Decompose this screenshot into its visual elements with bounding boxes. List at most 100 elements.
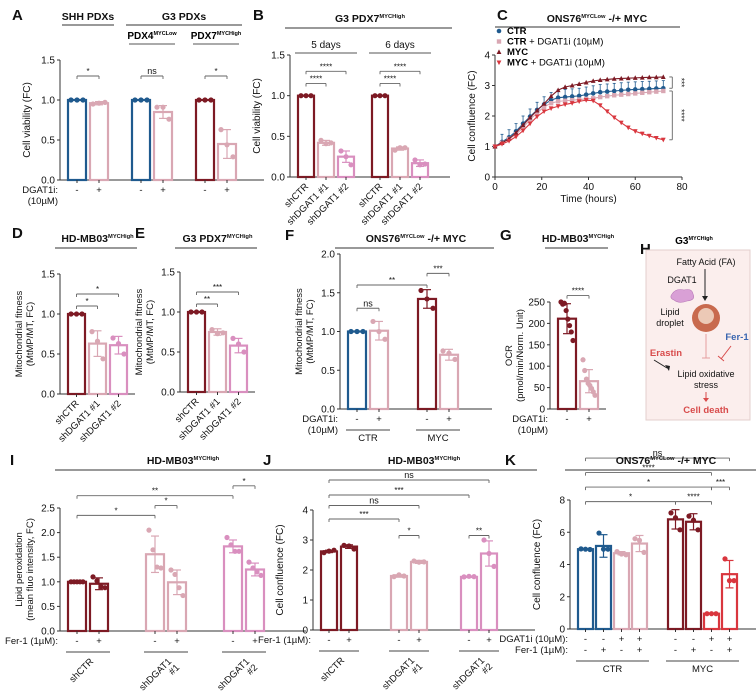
significance-label: * [647,478,650,487]
significance-label: * [407,527,410,536]
y-tick-label: 1 [484,142,490,153]
data-point [402,145,408,151]
marker-triangle-up [625,75,631,81]
panel-K: K 0 2 4 6 8 Cell confluence (FC) DGAT1i (10µM):… [499,448,756,675]
marker-triangle-down [541,109,547,115]
marker-square [626,91,631,97]
marker-triangle-down [646,133,652,139]
title-main: HD-MB03 [542,233,589,245]
data-point [220,330,226,336]
bar [152,110,174,182]
row-value: + [619,634,625,645]
row-label-suffix: (10µM) [308,425,338,436]
data-point [392,147,398,153]
data-point [150,547,156,553]
y-tick-label: 0 [559,625,565,636]
data-point [96,100,102,106]
marker-square [520,125,526,130]
row-value: - [674,634,677,645]
data-point [209,327,215,333]
y-tick-label: 2 [484,112,490,123]
data-point [421,559,427,565]
series-line [494,99,664,148]
data-point [713,611,719,617]
legend-bold: MYC [507,58,528,69]
bar [244,568,266,633]
bar [66,312,87,396]
data-point [583,376,590,382]
data-point [102,585,108,591]
significance-label: ns [369,496,379,506]
legend-entry: CTR + DGAT1i (10µM) [507,37,603,48]
data-point [224,142,230,148]
data-point [348,328,354,335]
marker-triangle-down [576,99,582,104]
significance-label: *** [213,283,222,292]
panel-title: ONS76MYCLow -/+ MYC [547,13,648,25]
marker-triangle-down [660,137,666,143]
legend-entry: MYC [507,47,528,58]
y-tick-label: 2.0 [321,250,335,261]
row-value: - [231,636,234,647]
data-point [614,549,620,555]
data-point [90,574,96,580]
data-point [68,97,74,103]
y-tick-label: 1.5 [321,288,335,299]
significance-label: * [164,497,167,506]
y-axis-label: Cell viability (FC) [22,82,33,158]
row-value: - [203,185,206,196]
marker-square [541,104,547,110]
marker-circle [632,87,638,92]
series-1 [492,88,666,149]
data-point [592,392,598,398]
data-point [230,335,236,341]
bar [194,98,216,182]
row-value: + [637,634,643,645]
data-point [370,318,376,325]
row-value: + [252,636,258,647]
row-label: Fer-1 (1µM): [515,645,568,656]
panel-title: HD-MB03MYCHigh [147,455,220,467]
marker-circle [639,86,645,92]
title-sup: MYCHigh [227,234,253,240]
panel-label-I: I [10,452,14,469]
marker-triangle-up [541,101,547,106]
data-point [144,97,150,103]
data-point [618,551,625,557]
marker-triangle-down [499,142,505,147]
panel-label-F: F [285,227,294,244]
significance-label: ** [152,487,158,496]
y-tick-label: 1.5 [41,56,55,67]
row-label: Fer-1 (1µM): [258,635,311,646]
significance-label: *** [394,486,403,495]
row-value: + [586,414,592,425]
data-point [228,542,234,548]
data-point [397,145,403,151]
bar [186,310,207,394]
arrowhead [665,365,670,371]
marker-triangle-up [513,130,519,135]
sub-header-main: PDX4 [127,31,154,42]
bar [666,518,685,631]
data-point [328,140,334,146]
marker-triangle-down [569,101,575,106]
bar [66,580,88,633]
marker-square [597,94,603,100]
data-point [188,309,194,315]
bar [346,330,368,411]
marker-triangle-down [653,135,659,141]
row-label: Fer-1 (1µM): [5,636,58,647]
y-tick-label: 1.5 [161,268,175,279]
data-point [158,565,164,571]
series-0 [492,80,666,149]
y-tick-label: 200 [528,319,545,330]
series-2 [492,74,666,149]
group-label: MYC [427,433,448,444]
legend-rest: + DGAT1i (10µM) [528,58,605,69]
sub-header-label: 6 days [385,40,414,51]
data-point [230,154,236,160]
row-label: DGAT1i: [302,414,338,425]
data-point [100,356,106,362]
marker-triangle-up [534,107,540,113]
